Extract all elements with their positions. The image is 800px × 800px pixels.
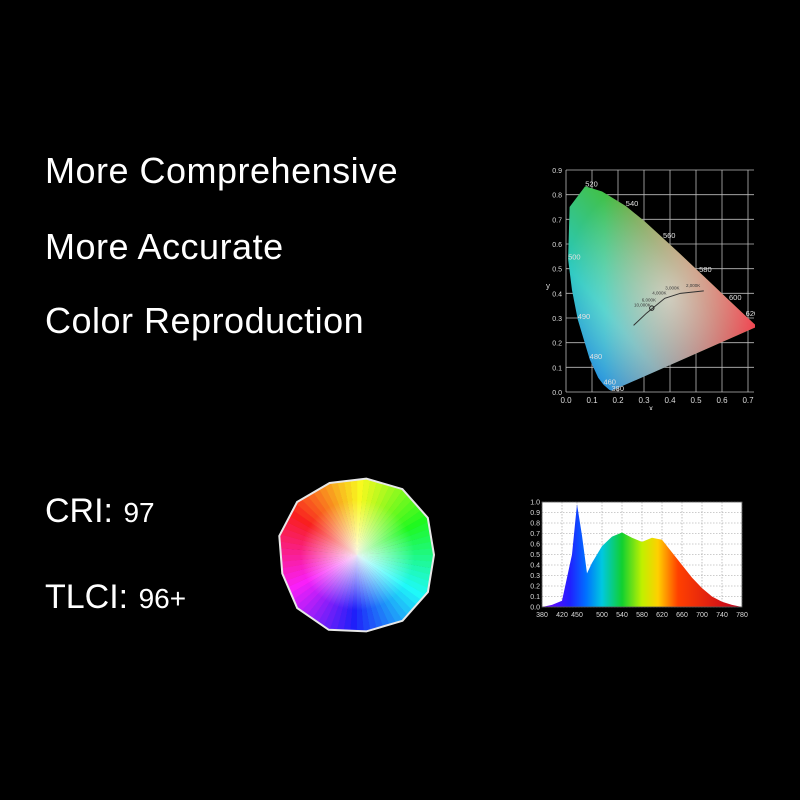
cie-wavelength-label: 380 [612,384,625,393]
cie-wavelength-label: 520 [585,179,598,188]
cie-y-tick: 0.5 [552,267,562,274]
cct-label: 6,000K [642,298,656,303]
cie-wavelength-label: 560 [663,231,676,240]
spectrum-y-tick: 0.6 [530,542,540,549]
spectrum-x-tick: 540 [616,612,628,619]
cie-y-label: y [546,281,550,290]
spectrum-x-tick: 580 [636,612,648,619]
cie-x-tick: 0.3 [638,396,650,405]
tlci-label: TLCI: [45,578,129,616]
cie-wavelength-label: 580 [699,265,712,274]
cie-y-tick: 0.4 [552,291,562,298]
spectrum-x-tick: 780 [736,612,748,619]
cie-chromaticity-chart: 0.0 0.1 0.2 0.3 0.4 0.5 0.6 0.7 0.0 0.1 0.2 0.3 0.4 0… [546,168,755,410]
cri-value: 97 [123,497,155,528]
cie-wavelength-label: 540 [626,199,639,208]
spectrum-y-tick: 0.7 [530,531,540,538]
spectrum-y-tick: 0.1 [530,594,540,601]
spectrum-y-tick: 0.2 [530,584,540,591]
white-point-marker [649,305,655,311]
headline-accurate: More Accurate [45,226,284,267]
cct-label: 4,000K [652,290,666,295]
cct-label: 2,000K [686,283,700,288]
cie-y-tick: 0.2 [552,341,562,348]
spectrum-x-tick: 660 [676,612,688,619]
spectrum-y-tick: 0.0 [530,605,540,612]
spectrum-y-tick: 1.0 [530,500,540,507]
spectrum-x-tick: 740 [716,612,728,619]
cie-wavelength-label: 500 [568,252,581,261]
tlci-value: 96+ [138,583,187,614]
spectrum-x-tick: 450 [571,612,583,619]
cie-x-tick: 0.2 [612,396,624,405]
spectrum-y-tick: 0.3 [530,573,540,580]
tlci-metric: TLCI: 96+ [45,578,186,617]
cie-wavelength-label: 620 [746,309,755,318]
cie-x-tick: 0.5 [690,396,702,405]
cie-wavelength-label: 490 [578,312,591,321]
spectrum-y-tick: 0.5 [530,552,540,559]
cie-y-tick: 0.7 [552,217,562,224]
cct-label: 10,000K [634,303,651,308]
cie-wavelength-label: 460 [603,378,616,387]
cie-gamut-fill [568,186,755,391]
spectrum-x-tick: 420 [556,612,568,619]
headline-color-reproduction: Color Reproduction [45,300,365,341]
spectrum-x-tick: 500 [596,612,608,619]
cri-label: CRI: [45,492,113,530]
spectrum-chart: 0.0 0.1 0.2 0.3 0.4 0.5 0.6 0.7 0.8 0.9 1.0 380 420 4… [530,500,748,620]
cie-y-tick: 0.0 [552,390,562,397]
cct-label: 3,000K [665,285,679,290]
spectrum-y-tick: 0.8 [530,521,540,528]
cie-x-label: x [649,404,653,410]
spectrum-x-tick: 380 [536,612,548,619]
cie-labels: 0.0 0.1 0.2 0.3 0.4 0.5 0.6 0.7 0.0 0.1 0.2 0.3 0.4 0… [546,168,755,410]
spectrum-x-tick: 700 [696,612,708,619]
cie-y-tick: 0.8 [552,193,562,200]
spectrum-labels: 0.0 0.1 0.2 0.3 0.4 0.5 0.6 0.7 0.8 0.9 1.0 380 420 4… [530,500,748,620]
cie-x-tick: 0.6 [716,396,728,405]
cri-metric: CRI: 97 [45,492,155,531]
cie-y-tick: 0.6 [552,242,562,249]
cie-wavelength-label: 480 [590,352,603,361]
planckian-locus [633,290,704,326]
cie-x-tick: 0.7 [742,396,754,405]
cie-y-tick: 0.1 [552,365,562,372]
headline-comprehensive: More Comprehensive [45,150,399,191]
cie-x-tick: 0.1 [586,396,598,405]
color-wheel [278,477,436,633]
spectrum-y-tick: 0.9 [530,510,540,517]
spectrum-frame [541,501,743,608]
spectrum-y-tick: 0.4 [530,563,540,570]
cie-x-tick: 0.4 [664,396,676,405]
cie-wavelength-label: 600 [729,293,742,302]
spectrum-x-tick: 620 [656,612,668,619]
cie-x-tick: 0.0 [560,396,572,405]
cie-y-tick: 0.9 [552,168,562,175]
cie-y-tick: 0.3 [552,316,562,323]
